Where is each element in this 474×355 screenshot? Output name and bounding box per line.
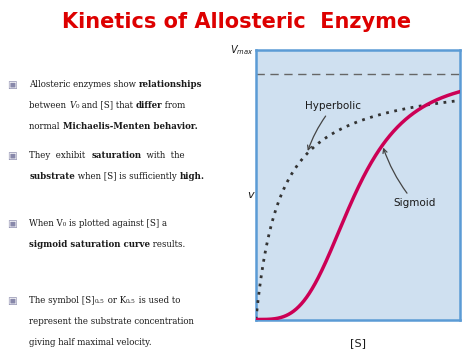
Text: results.: results. <box>150 240 186 248</box>
Text: substrate: substrate <box>29 172 75 181</box>
Text: v: v <box>247 190 254 200</box>
Text: Hyperbolic: Hyperbolic <box>305 101 361 150</box>
Text: Allosteric enzymes show: Allosteric enzymes show <box>29 80 139 89</box>
Text: ▣: ▣ <box>7 296 17 306</box>
Text: sigmoid saturation curve: sigmoid saturation curve <box>29 240 150 248</box>
Text: differ: differ <box>136 101 162 110</box>
Text: relationships: relationships <box>139 80 203 89</box>
Text: Michaelis-Menten behavior.: Michaelis-Menten behavior. <box>63 122 197 131</box>
Text: ▣: ▣ <box>7 219 17 229</box>
Text: They  exhibit: They exhibit <box>29 151 91 160</box>
Text: giving half maximal velocity.: giving half maximal velocity. <box>29 338 152 347</box>
Text: with  the: with the <box>141 151 185 160</box>
Text: or K: or K <box>105 296 126 305</box>
Text: normal: normal <box>29 122 63 131</box>
Text: between: between <box>29 101 69 110</box>
Text: saturation: saturation <box>91 151 141 160</box>
Text: ▣: ▣ <box>7 151 17 161</box>
Text: Sigmoid: Sigmoid <box>383 149 436 208</box>
Text: Kinetics of Allosteric  Enzyme: Kinetics of Allosteric Enzyme <box>63 12 411 32</box>
Text: When V₀ is plotted against [S] a: When V₀ is plotted against [S] a <box>29 219 167 228</box>
Text: when [S] is sufficiently: when [S] is sufficiently <box>75 172 180 181</box>
Text: ₀.₅: ₀.₅ <box>95 296 105 305</box>
Text: ▣: ▣ <box>7 80 17 90</box>
Text: V: V <box>69 101 75 110</box>
Text: represent the substrate concentration: represent the substrate concentration <box>29 317 194 326</box>
Text: ₀: ₀ <box>75 101 79 110</box>
Text: ₀.₅: ₀.₅ <box>126 296 136 305</box>
Text: from: from <box>162 101 185 110</box>
Text: [S]: [S] <box>350 338 366 348</box>
Text: $V_{max}$: $V_{max}$ <box>230 43 254 56</box>
Text: and [S] that: and [S] that <box>79 101 136 110</box>
Text: The symbol [S]: The symbol [S] <box>29 296 95 305</box>
Text: high.: high. <box>180 172 205 181</box>
Text: is used to: is used to <box>136 296 180 305</box>
